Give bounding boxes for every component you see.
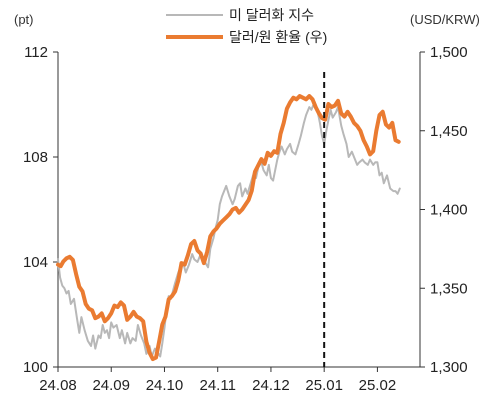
right-tick-label: 1,400 [430,202,468,219]
left-tick-label: 100 [23,359,48,376]
series-line-usd-krw [56,94,401,362]
x-tick-label: 24.11 [199,377,235,394]
right-tick-label: 1,300 [430,359,468,376]
left-axis-unit: (pt) [14,12,34,27]
left-tick-label: 108 [23,149,48,166]
x-axis-ticks: 24.08 24.09 24.10 24.11 24.12 25.01 25.02 [39,367,396,394]
left-tick-label: 104 [23,254,48,271]
right-tick-label: 1,500 [430,44,468,61]
legend-label-usd-krw: 달러/원 환율 (우) [229,29,327,45]
series-line-dollar-index [57,100,401,358]
right-axis-unit: (USD/KRW) [410,12,480,27]
x-tick-label: 25.01 [305,377,343,394]
legend-label-dollar-index: 미 달러화 지수 [229,7,314,23]
x-tick-label: 24.08 [39,377,77,394]
x-tick-label: 24.12 [252,377,290,394]
legend: 미 달러화 지수 달러/원 환율 (우) [166,7,327,45]
right-axis-ticks: 1,300 1,350 1,400 1,450 1,500 [420,44,468,376]
left-tick-label: 112 [24,44,48,61]
x-tick-label: 24.09 [92,377,130,394]
series [56,94,401,362]
x-tick-label: 24.10 [146,377,184,394]
right-tick-label: 1,450 [430,123,468,140]
x-tick-label: 25.02 [359,377,397,394]
right-tick-label: 1,350 [430,280,468,297]
left-axis-ticks: 100 104 108 112 [23,44,58,376]
